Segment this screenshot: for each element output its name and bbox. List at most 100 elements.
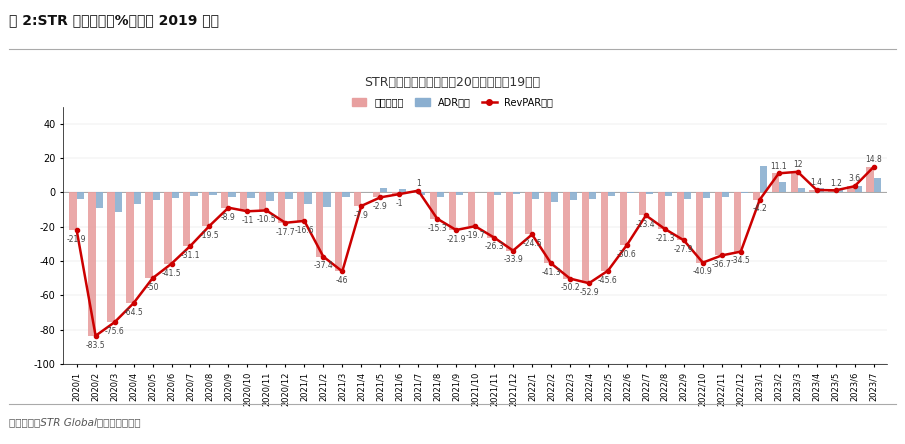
Text: -19.5: -19.5 [200,231,219,240]
Text: -83.5: -83.5 [86,341,105,349]
Bar [323,192,330,207]
Text: 数据来源：STR Global，中信建投证券: 数据来源：STR Global，中信建投证券 [9,417,140,428]
Text: -8.9: -8.9 [221,213,236,222]
Bar [506,192,513,250]
Bar [108,192,115,322]
Text: -7.9: -7.9 [354,211,368,220]
Text: 11.1: 11.1 [770,162,787,170]
Bar [202,192,209,226]
Bar [153,192,160,200]
Text: 1.2: 1.2 [830,178,842,187]
Bar [847,186,854,192]
Text: -21.9: -21.9 [446,235,466,244]
Bar [297,192,304,221]
Text: 图 2:STR 酒店情况（%，同比 2019 年）: 图 2:STR 酒店情况（%，同比 2019 年） [9,13,219,28]
Bar [115,192,122,212]
Bar [172,192,178,198]
Bar [335,192,342,271]
Bar [285,192,292,199]
Bar [399,189,406,192]
Text: -10.5: -10.5 [257,215,276,224]
Bar [665,192,672,196]
Bar [354,192,361,206]
Text: 1: 1 [415,179,421,188]
Bar [127,192,134,303]
Text: -1: -1 [395,199,403,208]
Bar [658,192,665,229]
Bar [684,192,691,199]
Bar [190,192,197,196]
Bar [639,192,646,215]
Text: -37.4: -37.4 [313,262,333,270]
Text: -75.6: -75.6 [105,327,125,336]
Bar [418,192,425,195]
Bar [77,192,84,199]
Bar [703,192,710,198]
Text: -50: -50 [147,283,158,292]
Bar [760,166,767,192]
Bar [734,192,741,252]
Bar [165,192,172,264]
Text: -17.7: -17.7 [275,228,295,237]
Text: -34.5: -34.5 [731,257,750,266]
Bar [266,192,273,201]
Bar [873,178,881,192]
Bar [247,192,254,198]
Bar [456,192,463,195]
Bar [563,192,570,278]
Bar [589,192,596,199]
Bar [513,192,520,194]
Text: 12: 12 [793,160,803,169]
Text: 14.8: 14.8 [865,155,882,164]
Legend: 入住率同比, ADR同比, RevPAR同比: 入住率同比, ADR同比, RevPAR同比 [348,94,557,111]
Text: -27.9: -27.9 [674,245,693,254]
Bar [184,192,190,246]
Bar [646,192,653,194]
Bar [70,192,77,230]
Bar [582,192,589,283]
Text: -50.2: -50.2 [560,283,580,293]
Bar [809,190,816,192]
Bar [259,192,266,210]
Text: -11: -11 [242,216,253,225]
Bar [525,192,532,234]
Text: -36.7: -36.7 [712,260,731,269]
Text: -26.3: -26.3 [484,242,504,251]
Bar [373,192,380,198]
Bar [221,192,228,208]
Bar [835,189,843,192]
Text: 3.6: 3.6 [849,174,861,183]
Text: -45.6: -45.6 [598,276,618,285]
Bar [304,192,311,204]
Text: -46: -46 [336,276,348,285]
Bar [487,192,494,238]
Text: -30.6: -30.6 [617,250,637,259]
Text: -41.5: -41.5 [162,269,181,278]
Bar [570,192,577,200]
Bar [342,192,349,197]
Text: -21.9: -21.9 [67,235,86,244]
Text: -13.4: -13.4 [636,220,656,229]
Text: 1.4: 1.4 [811,178,823,187]
Text: -24.5: -24.5 [522,239,542,248]
Bar [468,192,475,226]
Text: -31.1: -31.1 [181,251,200,260]
Bar [278,192,285,223]
Bar [601,192,608,271]
Text: -21.3: -21.3 [655,234,674,243]
Bar [741,192,748,193]
Bar [361,191,368,192]
Text: STR酒店经营指标情况（20年后均同比19年）: STR酒店经营指标情况（20年后均同比19年） [365,76,540,89]
Text: -15.3: -15.3 [427,223,447,233]
Bar [828,190,835,192]
Bar [240,192,247,211]
Bar [437,192,444,197]
Bar [608,192,615,196]
Text: -40.9: -40.9 [693,267,713,277]
Bar [532,192,539,199]
Bar [696,192,703,262]
Bar [753,192,760,200]
Bar [380,188,387,192]
Bar [228,192,235,197]
Bar [797,188,805,192]
